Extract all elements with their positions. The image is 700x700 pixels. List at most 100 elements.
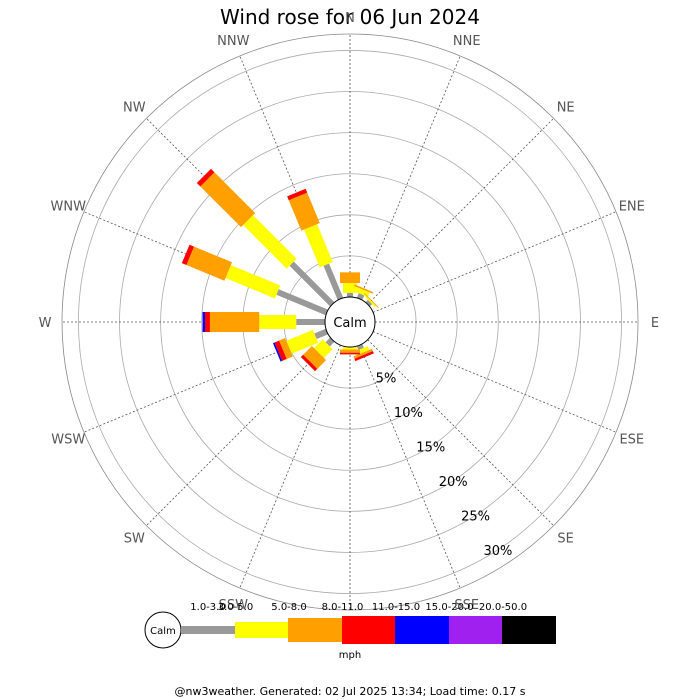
- bar-w-11.0-15.0: [202, 312, 206, 332]
- speed-legend: Calm 1.0-3.03.0-5.0 5.0-8.0 8.0-11.0 11.0-15…: [144, 602, 556, 661]
- bar-segment: [303, 345, 327, 369]
- bar-segment: [287, 188, 308, 201]
- legend-swatch-8.0-11.0: [342, 616, 395, 644]
- legend-swatch-11.0-15.0: [395, 616, 449, 644]
- bar-sse-8.0-11.0: [354, 351, 374, 362]
- direction-label-w: W: [39, 316, 52, 331]
- direction-label-nnw: NNW: [217, 34, 249, 49]
- bar-segment: [314, 328, 329, 340]
- calm-center: Calm: [324, 296, 376, 348]
- calm-label: Calm: [333, 316, 366, 331]
- legend-swatch-1.0-3.0: [181, 626, 235, 634]
- legend-label-1.0-3.0: 1.0-3.0: [190, 602, 225, 613]
- bar-segment: [323, 263, 344, 301]
- bar-s-3.0-5.0: [343, 347, 357, 350]
- grid-circle-outer: [61, 33, 639, 611]
- bar-n-1.0-3.0: [347, 292, 353, 297]
- bar-segment: [347, 292, 353, 297]
- bar-segment: [340, 352, 360, 355]
- spoke-sw: [146, 339, 333, 526]
- bar-wsw-1.0-3.0: [314, 328, 329, 340]
- percent-label: 5%: [376, 371, 397, 386]
- bar-segment: [365, 295, 377, 307]
- bar-wsw-8.0-11.0: [274, 340, 287, 361]
- percent-label: 10%: [394, 406, 423, 421]
- bar-segment: [356, 343, 364, 351]
- bar-segment: [274, 340, 287, 361]
- bar-segment: [353, 348, 373, 359]
- bar-segment: [340, 349, 360, 353]
- bar-segment: [181, 244, 195, 266]
- percent-label: 15%: [416, 440, 445, 455]
- bar-segment: [364, 293, 379, 308]
- legend-calm-label: Calm: [150, 626, 176, 637]
- direction-label-ese: ESE: [619, 433, 644, 448]
- bar-segment: [300, 354, 318, 372]
- direction-label-sw: SW: [124, 532, 145, 547]
- bar-segment: [288, 192, 320, 231]
- direction-label-sse: SSE: [454, 598, 479, 613]
- spoke-sse: [359, 344, 461, 589]
- bar-s-8.0-11.0: [340, 352, 360, 355]
- legend-label-15.0-20.0: 15.0-20.0: [425, 602, 473, 613]
- direction-label-nne: NNE: [453, 34, 481, 49]
- percent-label: 25%: [461, 509, 490, 524]
- bar-wnw-1.0-3.0: [276, 289, 329, 316]
- legend-label-20.0-50.0: 20.0-50.0: [479, 602, 527, 613]
- percent-label: 20%: [439, 475, 468, 490]
- bar-sse-5.0-8.0: [353, 348, 373, 359]
- bar-segment: [340, 272, 360, 284]
- bar-segment: [354, 287, 370, 298]
- bar-segment: [225, 265, 281, 299]
- bar-ne-5.0-8.0: [364, 293, 379, 308]
- bar-segment: [186, 246, 233, 281]
- bar-wnw-3.0-5.0: [225, 265, 281, 299]
- bar-segment: [196, 168, 215, 187]
- bar-w-1.0-3.0: [296, 319, 325, 325]
- percent-label: 30%: [483, 544, 512, 559]
- bar-segment: [279, 338, 293, 360]
- legend-label-5.0-8.0: 5.0-8.0: [271, 602, 306, 613]
- legend-label-3.0-5.0: 3.0-5.0: [218, 602, 253, 613]
- bar-nw-1.0-3.0: [289, 261, 335, 307]
- bar-segment: [365, 299, 373, 307]
- direction-label-n: N: [345, 11, 355, 26]
- bar-segment: [272, 342, 283, 362]
- legend-swatch-5.0-8.0: [288, 618, 342, 642]
- bar-segment: [314, 339, 333, 358]
- bar-nw-5.0-8.0: [200, 172, 256, 228]
- grid-circle: [78, 50, 622, 594]
- bar-ne-3.0-5.0: [365, 295, 377, 307]
- bar-segment: [289, 261, 335, 307]
- legend-swatch-15.0-20.0: [449, 616, 502, 644]
- bar-nnw-3.0-5.0: [304, 224, 333, 268]
- bar-wsw-11.0-15.0: [272, 342, 283, 362]
- bar-segment: [343, 347, 357, 350]
- bar-segment: [354, 284, 374, 294]
- bar-segment: [200, 172, 256, 228]
- direction-label-e: E: [651, 316, 659, 331]
- bar-segment: [304, 224, 333, 268]
- legend-unit-label: mph: [339, 650, 361, 661]
- direction-label-ene: ENE: [619, 199, 645, 214]
- direction-label-ssw: SSW: [219, 598, 249, 613]
- bar-w-8.0-11.0: [205, 312, 210, 332]
- bar-w-5.0-8.0: [209, 312, 260, 332]
- calm-circle: [324, 296, 376, 348]
- bar-nw-8.0-11.0: [196, 168, 215, 187]
- bar-sw-8.0-11.0: [300, 354, 318, 372]
- bar-nnw-8.0-11.0: [287, 188, 308, 201]
- bar-sw-5.0-8.0: [303, 345, 327, 369]
- bar-wsw-5.0-8.0: [279, 338, 293, 360]
- wind-bars: [181, 168, 379, 372]
- percent-labels: 5% 10% 15% 20% 25% 30%: [376, 371, 513, 558]
- bar-segment: [205, 312, 210, 332]
- spoke-ne: [367, 118, 554, 305]
- direction-label-wsw: WSW: [51, 433, 85, 448]
- bar-n-5.0-8.0: [340, 272, 360, 284]
- bar-sse-1.0-3.0: [356, 343, 364, 351]
- bar-wnw-5.0-8.0: [186, 246, 233, 281]
- bar-wsw-3.0-5.0: [286, 329, 319, 354]
- direction-label-nw: NW: [123, 100, 146, 115]
